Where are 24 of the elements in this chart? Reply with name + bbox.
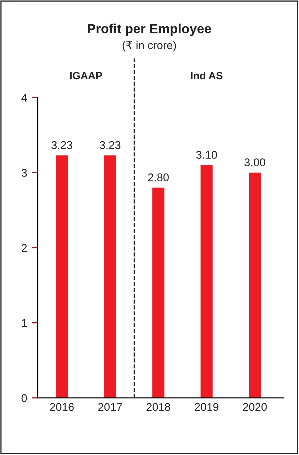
text: Ind AS bbox=[191, 72, 223, 80]
text: IGAAP bbox=[70, 72, 102, 80]
bar bbox=[152, 188, 165, 398]
data-label: 3.00 bbox=[244, 158, 266, 167]
x-tick-label: 2018 bbox=[146, 403, 170, 412]
bar bbox=[104, 156, 116, 398]
y-tick-label: 4 bbox=[22, 94, 28, 102]
x-tick-label: 2019 bbox=[195, 403, 219, 412]
y-tick-label: 2 bbox=[22, 244, 27, 252]
y-tick-label: 0 bbox=[22, 394, 28, 402]
bar bbox=[249, 172, 262, 398]
x-tick-label: 2017 bbox=[98, 403, 122, 412]
chart-subtitle: (₹ in crore) bbox=[122, 41, 176, 52]
data-label: 3.23 bbox=[52, 141, 72, 150]
chart-title: Profit per Employee bbox=[88, 24, 212, 36]
y-tick-label: 3 bbox=[22, 169, 28, 178]
data-label: 3.10 bbox=[196, 151, 218, 160]
y-tick-label: 1 bbox=[22, 319, 28, 328]
x-tick-label: 2020 bbox=[243, 403, 268, 412]
data-label: 3.23 bbox=[100, 141, 121, 150]
bar bbox=[200, 165, 213, 398]
x-tick-label: 2016 bbox=[50, 403, 74, 412]
bar bbox=[56, 156, 68, 398]
data-label: 2.80 bbox=[148, 174, 169, 182]
